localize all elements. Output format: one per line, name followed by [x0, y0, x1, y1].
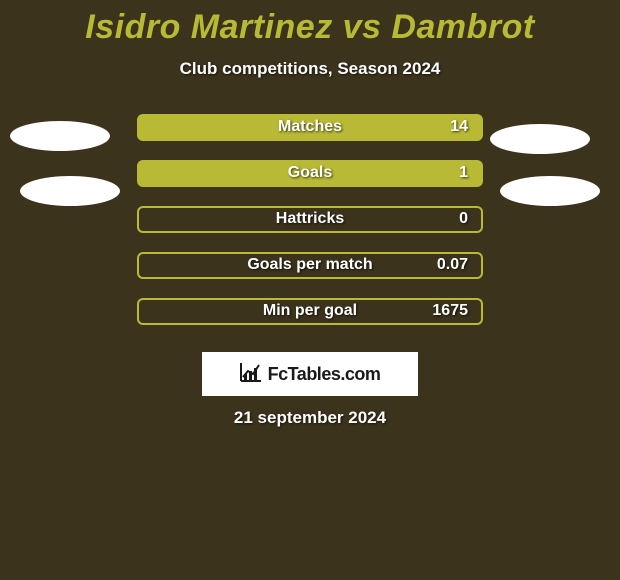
- stat-label: Hattricks: [276, 210, 344, 228]
- subtitle: Club competitions, Season 2024: [0, 59, 620, 79]
- decorative-ellipse: [500, 176, 600, 206]
- stat-label: Goals: [288, 164, 332, 182]
- stat-label: Goals per match: [247, 256, 372, 274]
- decorative-ellipse: [10, 121, 110, 151]
- logo-text: FcTables.com: [268, 364, 381, 385]
- stat-row: Min per goal 1675: [0, 291, 620, 337]
- chart-icon: [240, 362, 262, 387]
- stat-value: 0.07: [437, 256, 468, 274]
- stat-value: 1675: [432, 302, 468, 320]
- comparison-card: Isidro Martinez vs Dambrot Club competit…: [0, 0, 620, 580]
- decorative-ellipse: [490, 124, 590, 154]
- stat-row: Goals per match 0.07: [0, 245, 620, 291]
- stat-value: 1: [459, 164, 468, 182]
- stat-label: Matches: [278, 118, 342, 136]
- logo-box[interactable]: FcTables.com: [202, 352, 418, 396]
- date-text: 21 september 2024: [0, 408, 620, 428]
- stat-label: Min per goal: [263, 302, 357, 320]
- decorative-ellipse: [20, 176, 120, 206]
- stat-row: Hattricks 0: [0, 199, 620, 245]
- page-title: Isidro Martinez vs Dambrot: [0, 0, 620, 47]
- stat-value: 14: [450, 118, 468, 136]
- stat-value: 0: [459, 210, 468, 228]
